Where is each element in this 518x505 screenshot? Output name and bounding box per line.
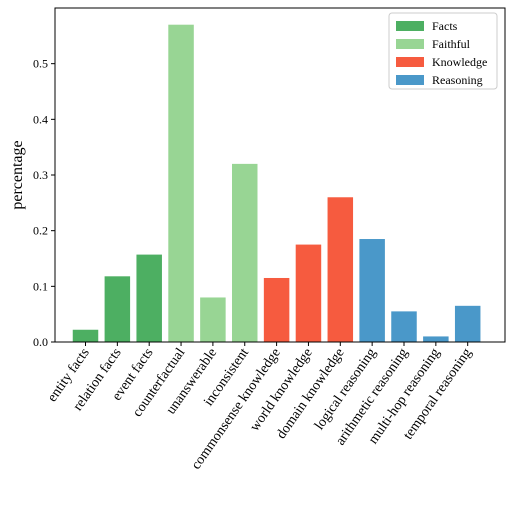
y-axis-title: percentage bbox=[9, 140, 26, 209]
legend-swatch-facts bbox=[396, 21, 424, 31]
legend: Facts Faithful Knowledge Reasoning bbox=[388, 12, 498, 90]
legend-swatch-knowledge bbox=[396, 57, 424, 67]
y-axis-ticks: 0.0 0.1 0.2 0.3 0.4 0.5 bbox=[33, 57, 55, 349]
legend-box bbox=[388, 12, 498, 90]
y-tick-label: 0.5 bbox=[33, 57, 48, 71]
legend-label-reasoning: Reasoning bbox=[432, 73, 483, 87]
bar-arithmetic-reasoning bbox=[391, 311, 417, 342]
bar-multi-hop-reasoning bbox=[423, 336, 449, 342]
bars-group bbox=[72, 24, 481, 342]
bar-unanswerable bbox=[200, 297, 226, 342]
legend-swatch-faithful bbox=[396, 39, 424, 49]
legend-label-faithful: Faithful bbox=[432, 37, 471, 51]
bar-counterfactual bbox=[168, 24, 194, 342]
y-tick-label: 0.0 bbox=[33, 335, 48, 349]
bar-entity-facts bbox=[72, 329, 99, 342]
y-tick-label: 0.1 bbox=[33, 279, 48, 293]
y-tick-label: 0.3 bbox=[33, 168, 48, 182]
bar-commonsense-knowledge bbox=[263, 277, 290, 342]
legend-label-knowledge: Knowledge bbox=[432, 55, 487, 69]
legend-swatch-reasoning bbox=[396, 75, 424, 85]
bar-temporal-reasoning bbox=[454, 305, 481, 342]
bar-inconsistent bbox=[232, 163, 258, 342]
bar-domain-knowledge bbox=[327, 197, 354, 342]
bar-event-facts bbox=[136, 254, 162, 342]
legend-label-facts: Facts bbox=[432, 19, 458, 33]
bar-world-knowledge bbox=[295, 244, 322, 342]
y-tick-label: 0.2 bbox=[33, 224, 48, 238]
y-tick-label: 0.4 bbox=[33, 112, 48, 126]
bar-logical-reasoning bbox=[359, 239, 385, 342]
bar-relation-facts bbox=[104, 276, 131, 342]
